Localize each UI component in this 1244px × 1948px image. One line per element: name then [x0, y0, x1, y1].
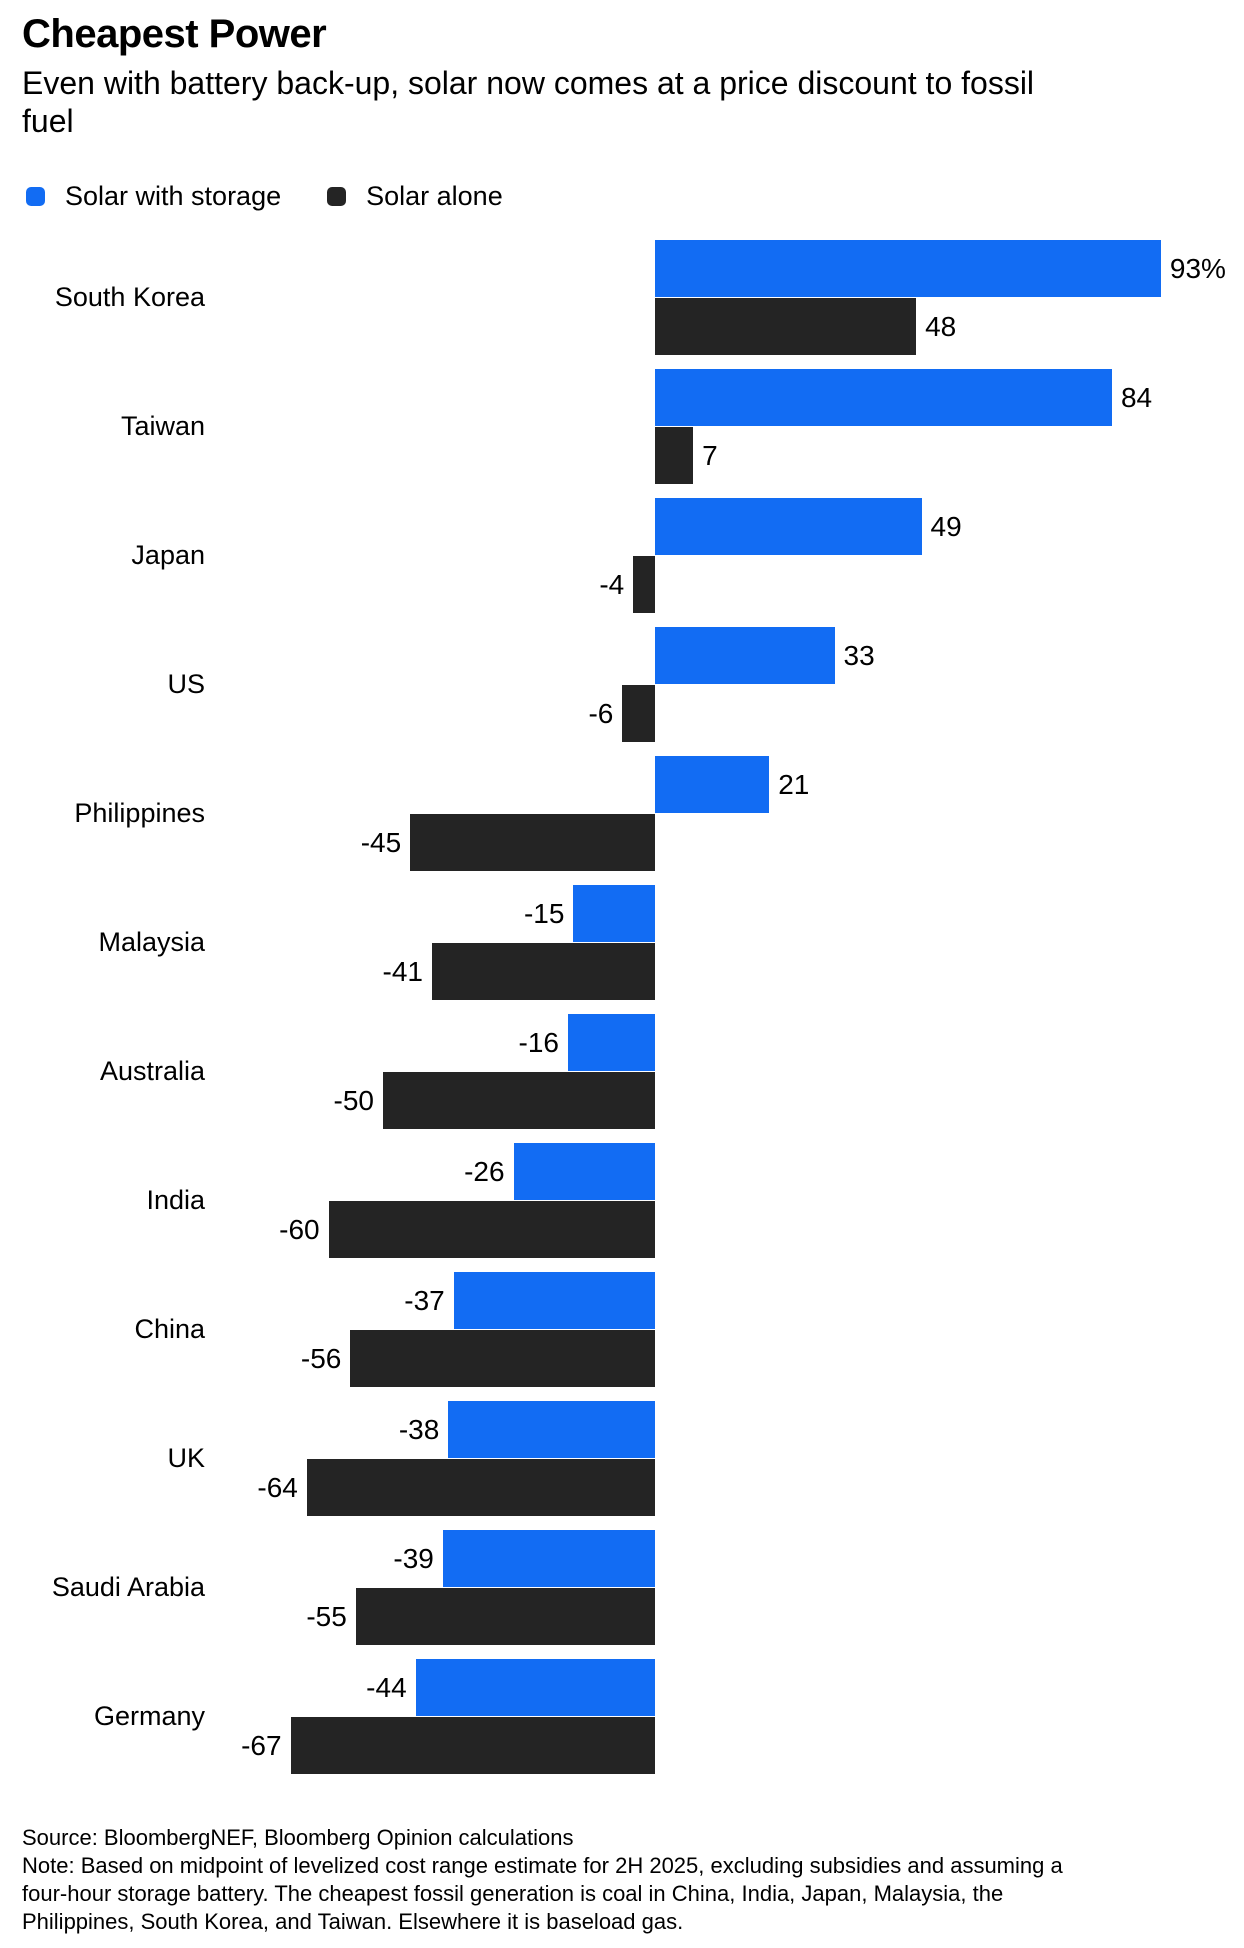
bar-solar-alone	[355, 1588, 655, 1645]
bar-solar-alone	[383, 1072, 655, 1129]
bar-solar-alone	[350, 1330, 655, 1387]
bar-solar-alone	[633, 556, 655, 613]
value-label: -55	[306, 1600, 347, 1632]
country-label: Taiwan	[120, 411, 205, 441]
value-label: -37	[404, 1284, 445, 1316]
country-label: South Korea	[54, 282, 205, 312]
country-label: Japan	[131, 540, 205, 570]
bar-solar-alone	[655, 427, 694, 484]
bar-solar-alone	[306, 1459, 655, 1516]
chart-subtitle-line2: fuel	[22, 103, 74, 139]
value-label: -16	[518, 1026, 559, 1058]
value-label: 21	[778, 768, 810, 800]
bar-solar-with-storage	[655, 240, 1161, 297]
legend-swatch-solar-alone-icon	[327, 186, 347, 206]
chart-row-philippines: Philippines 21 -45	[0, 756, 1244, 871]
chart-footer: Source: BloombergNEF, Bloomberg Opinion …	[22, 1824, 1222, 1936]
bar-solar-with-storage	[442, 1530, 655, 1587]
chart-title: Cheapest Power	[22, 12, 327, 56]
bar-solar-alone	[622, 685, 655, 742]
source-line: Source: BloombergNEF, Bloomberg Opinion …	[22, 1825, 574, 1850]
value-label: 49	[930, 510, 962, 542]
bar-solar-with-storage	[655, 369, 1112, 426]
value-label: -39	[393, 1542, 434, 1574]
country-label: Philippines	[74, 798, 205, 828]
country-label: Germany	[93, 1701, 205, 1731]
value-label: -26	[464, 1155, 505, 1187]
bar-solar-alone	[431, 943, 655, 1000]
value-label: -64	[257, 1471, 298, 1503]
chart-row-saudi-arabia: Saudi Arabia -39 -55	[0, 1530, 1244, 1645]
chart-row-australia: Australia -16 -50	[0, 1014, 1244, 1129]
country-label: US	[167, 669, 205, 699]
country-label: Malaysia	[98, 927, 205, 957]
bar-solar-alone	[328, 1201, 655, 1258]
chart-row-germany: Germany -44 -67	[0, 1659, 1244, 1774]
chart-row-india: India -26 -60	[0, 1143, 1244, 1258]
chart-row-uk: UK -38 -64	[0, 1401, 1244, 1516]
chart-row-japan: Japan 49 -4	[0, 498, 1244, 613]
bar-solar-alone	[655, 298, 917, 355]
chart-page: Cheapest Power Even with battery back-up…	[0, 10, 1244, 1948]
legend-item-solar-alone: Solar alone	[327, 182, 503, 210]
value-label: 84	[1120, 381, 1153, 413]
bar-solar-with-storage	[448, 1401, 655, 1458]
value-label: -15	[523, 897, 565, 929]
bar-solar-with-storage	[567, 1014, 655, 1071]
value-label: -45	[360, 826, 402, 858]
chart-row-malaysia: Malaysia -15 -41	[0, 885, 1244, 1000]
country-label: Australia	[99, 1056, 205, 1086]
value-label: 33	[843, 639, 875, 671]
chart-row-south-korea: South Korea 93% 48	[0, 240, 1244, 355]
legend-label-solar-with-storage: Solar with storage	[65, 181, 282, 211]
bar-solar-alone	[290, 1717, 655, 1774]
bar-solar-with-storage	[655, 498, 922, 555]
bar-chart: South Korea 93% 48 Taiwan 84 7 Japan 49 -4 US 33 -6…	[0, 240, 1244, 1774]
chart-row-taiwan: Taiwan 84 7	[0, 369, 1244, 484]
value-label: 48	[925, 310, 957, 342]
bar-solar-with-storage	[513, 1143, 655, 1200]
legend-label-solar-alone: Solar alone	[366, 181, 503, 211]
value-label: -44	[366, 1671, 407, 1703]
note-line-3: Philippines, South Korea, and Taiwan. El…	[22, 1909, 684, 1934]
note-line-2: four-hour storage battery. The cheapest …	[22, 1881, 1004, 1906]
legend-swatch-solar-with-storage-icon	[26, 186, 45, 206]
chart-subtitle: Even with battery back-up, solar now com…	[22, 64, 1222, 140]
value-label: -41	[382, 955, 423, 987]
country-label: UK	[167, 1443, 205, 1473]
chart-legend: Solar with storage Solar alone	[26, 182, 1222, 210]
bar-solar-alone	[410, 814, 655, 871]
value-label: -67	[241, 1729, 282, 1761]
value-label: 93%	[1169, 252, 1226, 284]
value-label: 7	[702, 439, 718, 471]
bar-solar-with-storage	[573, 885, 655, 942]
bar-solar-with-storage	[655, 756, 770, 813]
bar-solar-with-storage	[415, 1659, 655, 1716]
legend-item-solar-with-storage: Solar with storage	[26, 182, 281, 210]
country-label: Saudi Arabia	[51, 1572, 205, 1602]
value-label: -6	[588, 697, 614, 729]
country-label: India	[146, 1185, 205, 1215]
value-label: -56	[300, 1342, 342, 1374]
chart-row-china: China -37 -56	[0, 1272, 1244, 1387]
chart-subtitle-line1: Even with battery back-up, solar now com…	[22, 65, 1035, 101]
country-label: China	[134, 1314, 205, 1344]
note-line-1: Note: Based on midpoint of levelized cos…	[22, 1853, 1063, 1878]
value-label: -4	[599, 568, 625, 600]
chart-row-us: US 33 -6	[0, 627, 1244, 742]
bar-solar-with-storage	[453, 1272, 655, 1329]
value-label: -38	[398, 1413, 440, 1445]
value-label: -50	[333, 1084, 374, 1116]
value-label: -60	[279, 1213, 320, 1245]
bar-solar-with-storage	[655, 627, 835, 684]
